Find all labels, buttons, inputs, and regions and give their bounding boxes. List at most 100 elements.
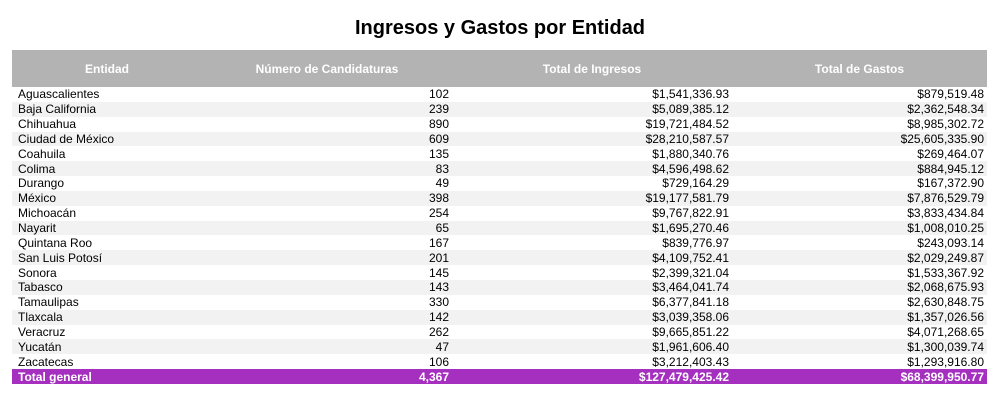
cell-expenses: $2,362,548.34 xyxy=(732,101,987,117)
cell-entity: Zacatecas xyxy=(12,354,202,370)
cell-expenses: $8,985,302.72 xyxy=(732,116,987,132)
cell-entity: Colima xyxy=(12,161,202,177)
report-title: Ingresos y Gastos por Entidad xyxy=(354,17,646,39)
cell-income: $1,541,336.93 xyxy=(452,87,732,102)
cell-entity: Ciudad de México xyxy=(12,131,202,147)
cell-expenses: $879,519.48 xyxy=(732,87,987,102)
cell-income: $729,164.29 xyxy=(452,176,732,191)
cell-income: $3,464,041.74 xyxy=(452,279,732,295)
table-row: Durango 49 $729,164.29 $167,372.90 xyxy=(12,176,987,191)
table-row: Tamaulipas 330 $6,377,841.18 $2,630,848.75 xyxy=(12,294,987,310)
cell-expenses: $25,605,335.90 xyxy=(732,131,987,147)
income-expense-table: Entidad Número de Candidaturas Total de … xyxy=(12,50,987,385)
header-candidacies: Número de Candidaturas xyxy=(202,50,452,87)
header-expenses: Total de Gastos xyxy=(732,50,987,87)
cell-candidacies: 330 xyxy=(202,294,452,310)
table-header-row: Entidad Número de Candidaturas Total de … xyxy=(12,50,987,87)
total-row: Total general 4,367 $127,479,425.42 $68,… xyxy=(12,369,987,385)
total-expenses: $68,399,950.77 xyxy=(732,369,987,385)
table-row: Veracruz 262 $9,665,851.22 $4,071,268.65 xyxy=(12,324,987,340)
cell-entity: Chihuahua xyxy=(12,116,202,132)
table-row: Colima 83 $4,596,498.62 $884,945.12 xyxy=(12,161,987,177)
cell-expenses: $1,533,367.92 xyxy=(732,265,987,280)
cell-income: $19,177,581.79 xyxy=(452,190,732,206)
cell-candidacies: 65 xyxy=(202,220,452,236)
cell-expenses: $2,029,249.87 xyxy=(732,250,987,266)
table-row: Coahuila 135 $1,880,340.76 $269,464.07 xyxy=(12,146,987,162)
cell-expenses: $4,071,268.65 xyxy=(732,324,987,340)
cell-candidacies: 106 xyxy=(202,354,452,370)
table-row: Tabasco 143 $3,464,041.74 $2,068,675.93 xyxy=(12,279,987,295)
cell-candidacies: 254 xyxy=(202,205,452,221)
table-row: Nayarit 65 $1,695,270.46 $1,008,010.25 xyxy=(12,220,987,236)
cell-expenses: $2,630,848.75 xyxy=(732,294,987,310)
table-row: Sonora 145 $2,399,321.04 $1,533,367.92 xyxy=(12,265,987,280)
cell-income: $839,776.97 xyxy=(452,235,732,251)
cell-entity: Baja California xyxy=(12,101,202,117)
table-row: Quintana Roo 167 $839,776.97 $243,093.14 xyxy=(12,235,987,251)
table-row: Ciudad de México 609 $28,210,587.57 $25,605… xyxy=(12,131,987,147)
cell-entity: Yucatán xyxy=(12,339,202,355)
table-row: Michoacán 254 $9,767,822.91 $3,833,434.84 xyxy=(12,205,987,221)
cell-entity: Michoacán xyxy=(12,205,202,221)
cell-expenses: $2,068,675.93 xyxy=(732,279,987,295)
cell-candidacies: 167 xyxy=(202,235,452,251)
cell-candidacies: 145 xyxy=(202,265,452,280)
total-income: $127,479,425.42 xyxy=(452,369,732,385)
cell-entity: Tabasco xyxy=(12,279,202,295)
table-body: Aguascalientes 102 $1,541,336.93 $879,519.4… xyxy=(12,87,987,370)
table-row: San Luis Potosí 201 $4,109,752.41 $2,029,24… xyxy=(12,250,987,266)
cell-candidacies: 135 xyxy=(202,146,452,162)
cell-candidacies: 609 xyxy=(202,131,452,147)
cell-candidacies: 143 xyxy=(202,279,452,295)
cell-income: $9,767,822.91 xyxy=(452,205,732,221)
cell-income: $1,880,340.76 xyxy=(452,146,732,162)
cell-candidacies: 47 xyxy=(202,339,452,355)
cell-entity: Aguascalientes xyxy=(12,87,202,102)
cell-expenses: $269,464.07 xyxy=(732,146,987,162)
table-row: Baja California 239 $5,089,385.12 $2,362,54… xyxy=(12,101,987,117)
table-row: México 398 $19,177,581.79 $7,876,529.79 xyxy=(12,190,987,206)
cell-candidacies: 142 xyxy=(202,309,452,325)
cell-income: $6,377,841.18 xyxy=(452,294,732,310)
cell-candidacies: 262 xyxy=(202,324,452,340)
cell-entity: Veracruz xyxy=(12,324,202,340)
cell-entity: México xyxy=(12,190,202,206)
cell-expenses: $1,300,039.74 xyxy=(732,339,987,355)
cell-expenses: $1,357,026.56 xyxy=(732,309,987,325)
cell-entity: Durango xyxy=(12,176,202,191)
cell-entity: Quintana Roo xyxy=(12,235,202,251)
cell-income: $4,596,498.62 xyxy=(452,161,732,177)
cell-income: $9,665,851.22 xyxy=(452,324,732,340)
cell-income: $1,695,270.46 xyxy=(452,220,732,236)
table-row: Tlaxcala 142 $3,039,358.06 $1,357,026.56 xyxy=(12,309,987,325)
header-income: Total de Ingresos xyxy=(452,50,732,87)
table-row: Zacatecas 106 $3,212,403.43 $1,293,916.80 xyxy=(12,354,987,370)
cell-expenses: $7,876,529.79 xyxy=(732,190,987,206)
cell-income: $5,089,385.12 xyxy=(452,101,732,117)
cell-expenses: $1,293,916.80 xyxy=(732,354,987,370)
cell-candidacies: 239 xyxy=(202,101,452,117)
cell-entity: Nayarit xyxy=(12,220,202,236)
cell-expenses: $167,372.90 xyxy=(732,176,987,191)
cell-candidacies: 102 xyxy=(202,87,452,102)
cell-income: $28,210,587.57 xyxy=(452,131,732,147)
cell-income: $4,109,752.41 xyxy=(452,250,732,266)
cell-expenses: $3,833,434.84 xyxy=(732,205,987,221)
cell-entity: San Luis Potosí xyxy=(12,250,202,266)
header-entity: Entidad xyxy=(12,50,202,87)
cell-entity: Coahuila xyxy=(12,146,202,162)
cell-income: $3,039,358.06 xyxy=(452,309,732,325)
cell-entity: Tamaulipas xyxy=(12,294,202,310)
table-row: Yucatán 47 $1,961,606.40 $1,300,039.74 xyxy=(12,339,987,355)
total-candidacies: 4,367 xyxy=(202,369,452,385)
cell-candidacies: 398 xyxy=(202,190,452,206)
cell-expenses: $884,945.12 xyxy=(732,161,987,177)
cell-income: $2,399,321.04 xyxy=(452,265,732,280)
total-label: Total general xyxy=(12,369,202,385)
cell-candidacies: 49 xyxy=(202,176,452,191)
cell-candidacies: 83 xyxy=(202,161,452,177)
cell-income: $19,721,484.52 xyxy=(452,116,732,132)
cell-candidacies: 890 xyxy=(202,116,452,132)
cell-expenses: $243,093.14 xyxy=(732,235,987,251)
